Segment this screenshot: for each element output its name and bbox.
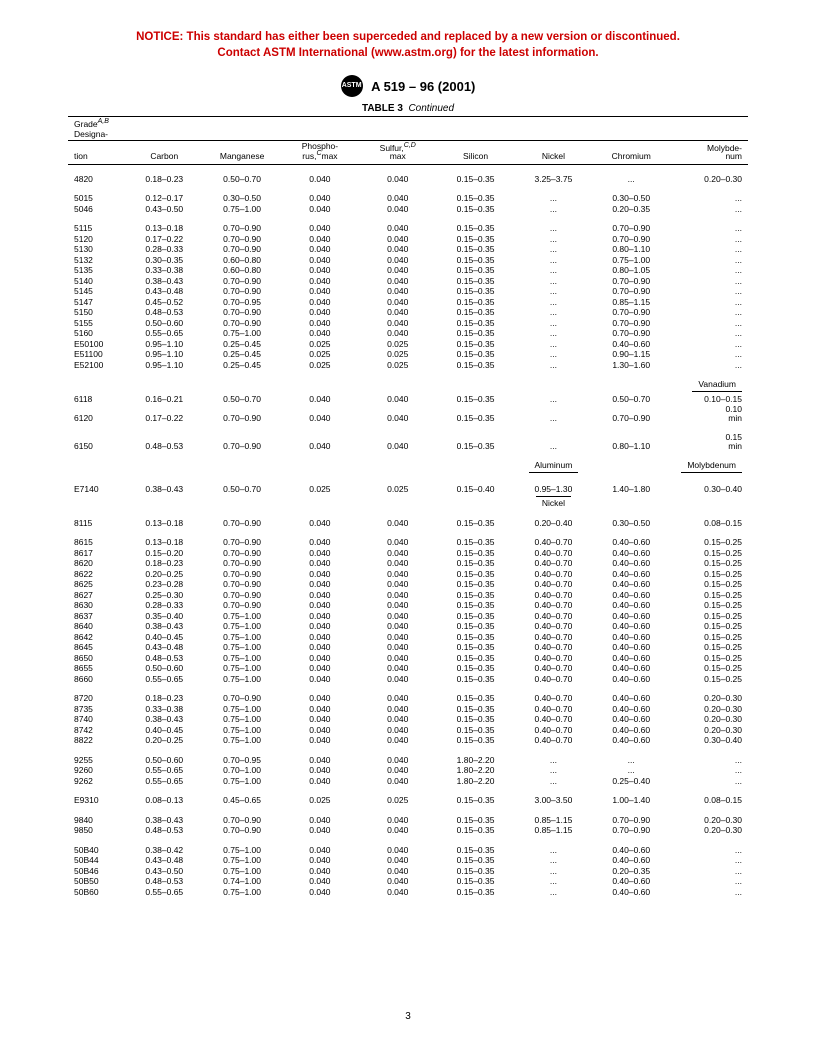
col-molybdenum: Molybde-num <box>670 140 748 161</box>
col-grade: GradeA,B <box>68 117 125 130</box>
notice-line-1: NOTICE: This standard has either been su… <box>68 30 748 46</box>
table-row-grade: E9310 <box>68 795 125 806</box>
table-row-grade: 5132 <box>68 255 125 266</box>
astm-logo-icon: ASTM <box>341 75 363 97</box>
table-row-grade: 8620 <box>68 558 125 569</box>
table-row-grade: 8735 <box>68 704 125 715</box>
table-row-grade: 8822 <box>68 735 125 746</box>
col-group-header <box>125 117 748 130</box>
sub-header-aluminum: Aluminum <box>514 460 592 475</box>
table-row-grade: E51100 <box>68 349 125 360</box>
table-row-grade: 9850 <box>68 825 125 836</box>
table-row-grade: 8630 <box>68 600 125 611</box>
table-row-grade: 5140 <box>68 276 125 287</box>
table-row-grade: 8740 <box>68 714 125 725</box>
spec-title: A 519 – 96 (2001) <box>371 79 475 94</box>
col-manganese: Manganese <box>203 140 281 161</box>
table-row-grade: 8660 <box>68 674 125 685</box>
col-phosphorus: Phospho-rus,Cmax <box>281 140 359 161</box>
table-row-grade: 8115 <box>68 518 125 529</box>
notice-line-2: Contact ASTM International (www.astm.org… <box>68 46 748 62</box>
table-row-grade: 50B40 <box>68 845 125 856</box>
table-row-grade: E50100 <box>68 339 125 350</box>
table-row-grade: 50B44 <box>68 855 125 866</box>
table-row-grade: 5150 <box>68 307 125 318</box>
col-silicon: Silicon <box>437 140 515 161</box>
table-row-grade: 50B46 <box>68 866 125 877</box>
table-row-grade: 8615 <box>68 537 125 548</box>
table-row-grade: 8622 <box>68 569 125 580</box>
table-row-grade: 8742 <box>68 725 125 736</box>
sub-header-vanadium: Vanadium <box>670 379 748 394</box>
table-row-grade: 9255 <box>68 755 125 766</box>
table-row-grade: 5120 <box>68 234 125 245</box>
col-nickel: Nickel <box>514 140 592 161</box>
composition-table: GradeA,BDesigna-tionCarbonManganesePhosp… <box>68 116 748 897</box>
table-row-grade: 5135 <box>68 265 125 276</box>
table-label: TABLE 3 <box>362 103 403 114</box>
page: NOTICE: This standard has either been su… <box>0 0 816 1056</box>
table-row-grade: 6120 <box>68 404 125 423</box>
table-row-grade: 8720 <box>68 693 125 704</box>
table-row-grade: 5160 <box>68 328 125 339</box>
col-carbon: Carbon <box>125 140 203 161</box>
table-row-grade: 6150 <box>68 432 125 451</box>
table-row-grade: 50B50 <box>68 876 125 887</box>
table-row-grade: 5046 <box>68 204 125 215</box>
table-row-grade: 5015 <box>68 193 125 204</box>
table-row-grade: 8655 <box>68 663 125 674</box>
table-row-grade: 5145 <box>68 286 125 297</box>
table-row-grade: E52100 <box>68 360 125 371</box>
table-row-grade: 8645 <box>68 642 125 653</box>
table-row-grade: 5130 <box>68 244 125 255</box>
col-chromium: Chromium <box>592 140 670 161</box>
table-caption: TABLE 3 Continued <box>68 103 748 114</box>
table-row-grade: 8642 <box>68 632 125 643</box>
sub-header-nickel: Nickel <box>514 494 592 509</box>
table-continued: Continued <box>408 103 454 114</box>
table-row-grade: 8637 <box>68 611 125 622</box>
page-number: 3 <box>0 1011 816 1022</box>
table-row-grade: 6118 <box>68 394 125 405</box>
table-row-grade: 9262 <box>68 776 125 787</box>
table-row-grade: 8627 <box>68 590 125 601</box>
table-row-grade: 8650 <box>68 653 125 664</box>
table-row-grade: 8625 <box>68 579 125 590</box>
col-sulfur: Sulfur,C,Dmax <box>359 140 437 161</box>
table-row-grade: 5115 <box>68 223 125 234</box>
spec-header: ASTM A 519 – 96 (2001) <box>68 75 748 97</box>
table-row-grade: 4820 <box>68 174 125 185</box>
table-row-grade: 8617 <box>68 548 125 559</box>
table-row-grade: 5155 <box>68 318 125 329</box>
table-row-grade: 50B60 <box>68 887 125 898</box>
notice-banner: NOTICE: This standard has either been su… <box>68 30 748 61</box>
table-row-grade: 9840 <box>68 815 125 826</box>
table-row-grade: 8640 <box>68 621 125 632</box>
sub-header-molybdenum: Molybdenum <box>670 460 748 475</box>
table-row-grade: 9260 <box>68 765 125 776</box>
table-row-grade: E7140 <box>68 484 125 495</box>
table-row-grade: 5147 <box>68 297 125 308</box>
